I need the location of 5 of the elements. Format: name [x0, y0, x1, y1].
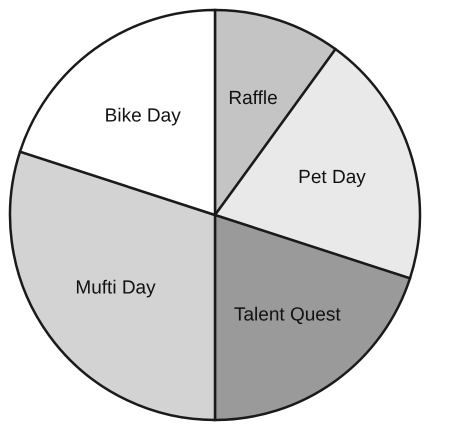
slice-label: Talent Quest: [234, 304, 342, 326]
slice-label: Mufti Day: [75, 277, 156, 298]
slice-label: Bike Day: [104, 105, 182, 126]
slice-label: Pet Day: [298, 166, 366, 188]
slice-label: Raffle: [228, 88, 278, 110]
